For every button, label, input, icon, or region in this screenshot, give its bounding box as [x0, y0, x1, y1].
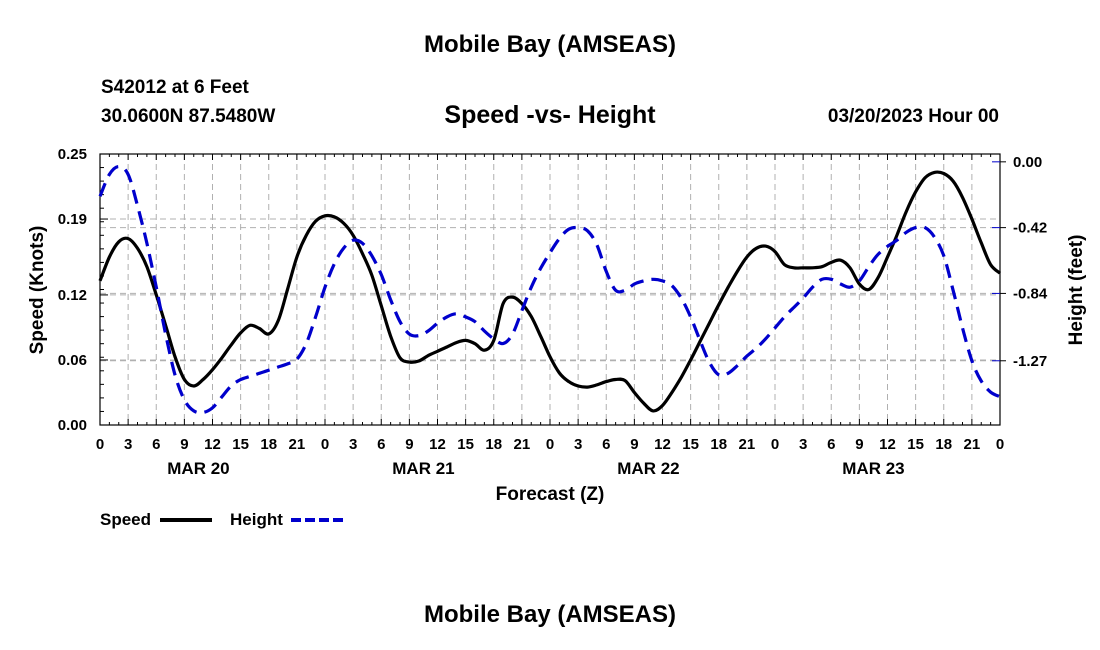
y-right-tick-label: -0.84	[1013, 285, 1048, 302]
station-label: S42012 at 6 Feet	[101, 77, 249, 98]
x-tick-label: 9	[855, 436, 863, 453]
x-tick-label: 3	[799, 436, 807, 453]
x-tick-label: 21	[964, 436, 981, 453]
footer-title: Mobile Bay (AMSEAS)	[423, 601, 677, 628]
y-right-tick-label: -1.27	[1013, 353, 1047, 370]
x-tick-label: 6	[152, 436, 160, 453]
x-tick-label: 12	[879, 436, 896, 453]
x-tick-label: 6	[827, 436, 835, 453]
x-tick-label: 12	[654, 436, 671, 453]
y-left-tick-label: 0.12	[58, 287, 87, 304]
x-tick-label: 12	[204, 436, 221, 453]
y-left-tick-label: 0.00	[58, 417, 87, 434]
x-tick-label: 3	[349, 436, 357, 453]
x-tick-label: 21	[514, 436, 531, 453]
y-right-tick-label: 0.00	[1013, 154, 1042, 171]
x-tick-label: 3	[574, 436, 582, 453]
x-tick-label: 18	[485, 436, 502, 453]
x-tick-label: 9	[405, 436, 413, 453]
axis-ticks	[99, 153, 1006, 426]
legend-speed-label: Speed	[100, 510, 151, 529]
y-left-tick-label: 0.25	[58, 146, 87, 163]
x-tick-label: 3	[124, 436, 132, 453]
x-tick-label: 6	[377, 436, 385, 453]
x-tick-label: 15	[232, 436, 249, 453]
day-label: MAR 21	[392, 459, 454, 478]
x-tick-label: 21	[739, 436, 756, 453]
chart-area: 0 3 6 9 12 15 18 21 0 3 6 9 12 15 18 21 0 3 6 9 12 15 18 21 0 3 6 9…	[27, 146, 1087, 529]
datetime-label: 03/20/2023 Hour 00	[827, 106, 999, 127]
y-left-tick-label: 0.06	[58, 352, 87, 369]
series-layer	[98, 164, 1002, 415]
y-left-tick-label: 0.19	[58, 211, 87, 228]
x-tick-label: 6	[602, 436, 610, 453]
location-label: 30.0600N 87.5480W	[101, 106, 276, 127]
x-tick-label: 0	[96, 436, 104, 453]
x-tick-label: 0	[996, 436, 1004, 453]
chart-title: Mobile Bay (AMSEAS)	[423, 31, 677, 58]
series-line-height	[98, 164, 1001, 415]
x-tick-label: 9	[630, 436, 638, 453]
x-tick-label: 0	[321, 436, 329, 453]
x-tick-label: 15	[907, 436, 924, 453]
x-axis-label: Forecast (Z)	[496, 484, 605, 505]
day-label: MAR 22	[617, 459, 679, 478]
legend: Speed Height	[100, 510, 343, 529]
x-tick-label: 18	[935, 436, 952, 453]
axis-labels: 0 3 6 9 12 15 18 21 0 3 6 9 12 15 18 21 0 3 6 9 12 15 18 21 0 3 6 9…	[58, 146, 1048, 478]
series-line-speed	[98, 170, 1002, 413]
x-tick-label: 15	[682, 436, 699, 453]
day-label: MAR 23	[842, 459, 904, 478]
legend-height-label: Height	[230, 510, 283, 529]
y-right-tick-label: -0.42	[1013, 220, 1047, 237]
day-label: MAR 20	[167, 459, 229, 478]
chart-subtitle: Speed -vs- Height	[444, 101, 656, 129]
x-tick-label: 21	[289, 436, 306, 453]
y-axis-label-left: Speed (Knots)	[27, 226, 48, 355]
x-tick-label: 18	[710, 436, 727, 453]
x-tick-label: 15	[457, 436, 474, 453]
x-tick-label: 12	[429, 436, 446, 453]
y-axis-label-right: Height (feet)	[1066, 235, 1087, 346]
x-tick-label: 18	[260, 436, 277, 453]
x-tick-label: 9	[180, 436, 188, 453]
x-tick-label: 0	[546, 436, 554, 453]
x-tick-label: 0	[771, 436, 779, 453]
